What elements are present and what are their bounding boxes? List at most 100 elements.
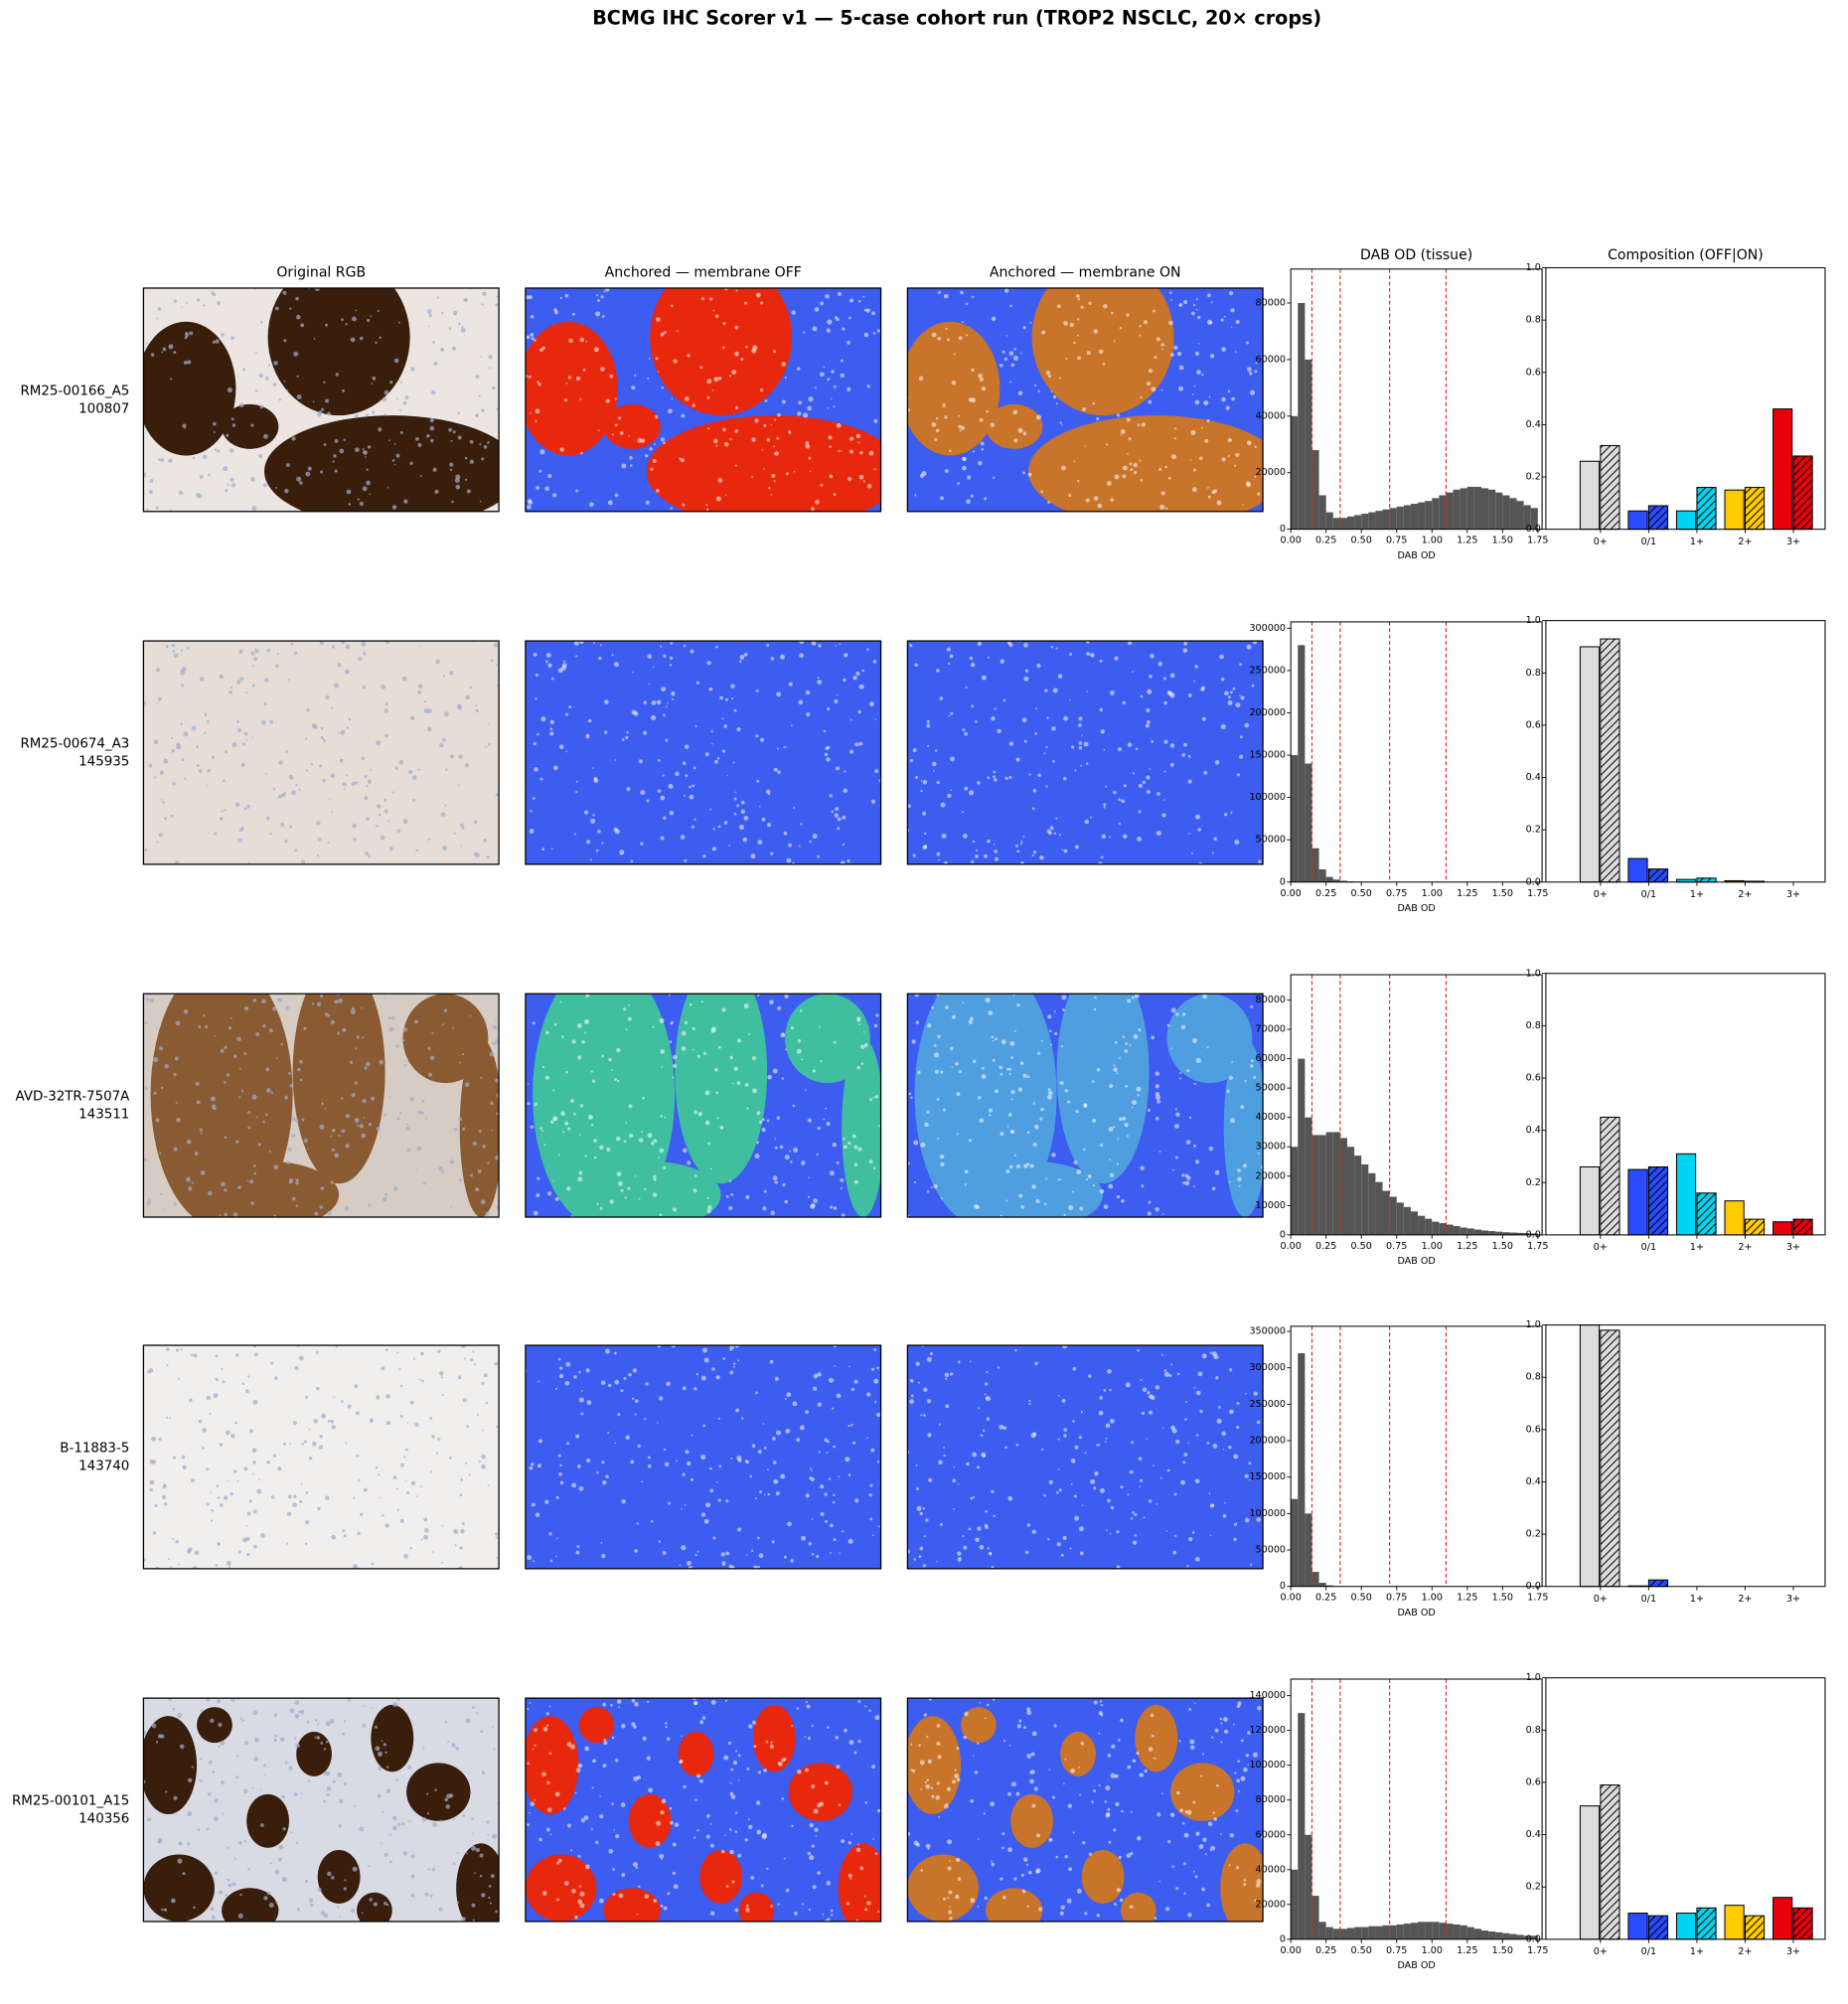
texture-dot [417, 684, 423, 690]
texture-dot [177, 1713, 183, 1719]
texture-dot [348, 503, 352, 506]
texture-dot [1233, 1454, 1239, 1460]
texture-dot [233, 1469, 237, 1473]
texture-dot [1055, 402, 1058, 405]
texture-dot [1233, 1537, 1237, 1542]
texture-dot [728, 1179, 732, 1182]
texture-dot [356, 1035, 360, 1039]
texture-dot [402, 400, 407, 405]
texture-dot [876, 1366, 879, 1370]
texture-dot [914, 494, 917, 497]
texture-dot [1060, 1553, 1064, 1557]
x-tick-label: 0.50 [1351, 1593, 1372, 1604]
texture-dot [1138, 1028, 1142, 1032]
texture-dot [285, 749, 289, 753]
texture-dot [915, 1020, 920, 1024]
texture-dot [170, 1566, 172, 1569]
x-tick-label: 1+ [1690, 1242, 1704, 1253]
texture-dot [1116, 1888, 1122, 1893]
texture-dot [1141, 1411, 1146, 1416]
texture-dot [723, 1755, 729, 1761]
texture-dot [362, 486, 368, 492]
texture-dot [991, 1489, 995, 1493]
texture-dot [1183, 641, 1188, 646]
histogram-bar [1311, 1572, 1319, 1587]
texture-dot [143, 1730, 147, 1736]
histogram-bar [1488, 489, 1496, 530]
texture-dot [776, 436, 780, 440]
texture-dot [220, 1780, 225, 1785]
texture-dot [834, 698, 839, 704]
texture-dot [489, 1051, 495, 1057]
texture-dot [530, 1801, 536, 1807]
texture-dot [1064, 1758, 1067, 1761]
texture-dot [384, 809, 388, 814]
x-tick-label: 1.75 [1527, 888, 1548, 899]
texture-dot [716, 1117, 719, 1120]
texture-dot [384, 1852, 388, 1858]
texture-dot [316, 1002, 322, 1006]
texture-dot [300, 859, 306, 864]
texture-dot [366, 468, 369, 471]
texture-dot [406, 1123, 408, 1126]
texture-dot [1022, 1857, 1028, 1862]
texture-dot [918, 1555, 922, 1559]
texture-dot [865, 308, 870, 313]
texture-dot [760, 1884, 764, 1888]
texture-dot [1132, 1540, 1138, 1545]
texture-dot [923, 1387, 928, 1392]
texture-dot [1186, 1069, 1190, 1073]
texture-dot [280, 822, 285, 827]
texture-dot [748, 1724, 753, 1729]
texture-dot [475, 375, 480, 380]
texture-dot [459, 1061, 462, 1064]
texture-dot [972, 840, 976, 844]
texture-dot [553, 308, 557, 312]
texture-dot [737, 1527, 742, 1532]
texture-dot [750, 853, 756, 859]
texture-dot [1155, 1117, 1159, 1121]
texture-dot [475, 1712, 478, 1715]
histogram-bar [1389, 508, 1397, 530]
texture-dot [247, 1126, 251, 1130]
texture-dot [693, 766, 696, 770]
texture-dot [937, 290, 941, 294]
texture-dot [641, 1480, 644, 1483]
texture-dot [663, 1165, 667, 1170]
texture-dot [849, 718, 852, 721]
texture-dot [833, 385, 837, 388]
texture-dot [811, 507, 815, 512]
texture-dot [417, 1110, 422, 1115]
texture-dot [631, 1397, 635, 1400]
texture-dot [149, 1487, 153, 1492]
texture-dot [493, 1748, 496, 1751]
column-header: Original RGB [276, 265, 366, 281]
histogram-bar [1368, 1172, 1376, 1235]
texture-dot [269, 1028, 273, 1033]
texture-dot [1202, 1837, 1207, 1842]
texture-dot [345, 644, 351, 650]
texture-dot [727, 1741, 731, 1745]
texture-dot [157, 458, 161, 461]
texture-dot [451, 346, 456, 351]
texture-dot [1063, 715, 1069, 721]
texture-dot [818, 644, 822, 648]
texture-dot [277, 1857, 282, 1862]
texture-dot [842, 1138, 846, 1141]
texture-dot [1014, 1348, 1017, 1352]
texture-dot [472, 1141, 478, 1147]
texture-dot [578, 1170, 583, 1175]
texture-dot [384, 389, 389, 395]
texture-dot [1210, 301, 1213, 304]
texture-dot [829, 794, 833, 798]
texture-dot [909, 758, 914, 763]
texture-dot [750, 1549, 754, 1553]
composition-bar [1696, 1907, 1717, 1940]
texture-dot [263, 678, 269, 683]
texture-dot [1211, 1186, 1216, 1191]
texture-dot [917, 1070, 921, 1075]
composition-bar [1696, 877, 1717, 883]
texture-dot [1105, 1423, 1111, 1429]
histogram-bar [1298, 1713, 1306, 1939]
texture-dot [571, 1039, 576, 1044]
